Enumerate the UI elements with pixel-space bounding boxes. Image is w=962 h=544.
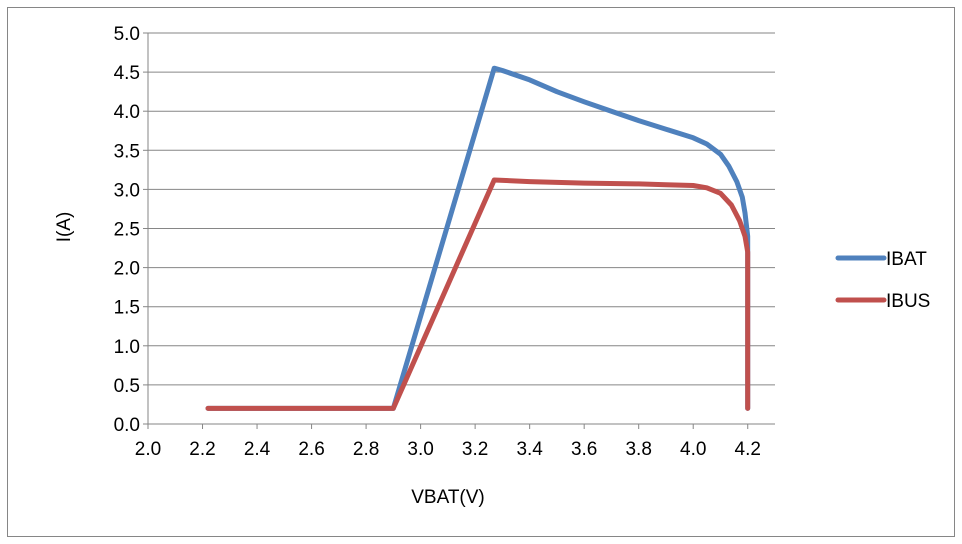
x-tick-label: 3.2	[462, 439, 488, 460]
y-tick-label: 0.5	[114, 376, 140, 397]
y-tick-labels: 0.0 0.5 1.0 1.5 2.0 2.5 3.0 3.5 4.0 4.5 5.0	[114, 24, 140, 436]
y-tick-label: 1.0	[114, 337, 140, 358]
x-tick-label: 4.2	[735, 439, 761, 460]
x-tick-label: 2.0	[135, 439, 161, 460]
x-tick-labels: 2.0 2.2 2.4 2.6 2.8 3.0 3.2 3.4 3.6 3.8 4.0 4.2	[135, 439, 761, 460]
y-tick-label: 4.0	[114, 102, 140, 123]
legend-label-ibat: IBAT	[886, 249, 927, 270]
y-tick-label: 5.0	[114, 24, 140, 45]
legend-label-ibus: IBUS	[886, 291, 930, 312]
x-tick-label: 4.0	[680, 439, 706, 460]
y-tick-label: 2.5	[114, 220, 140, 241]
y-tick-label: 0.0	[114, 415, 140, 436]
y-tick-label: 2.0	[114, 259, 140, 280]
x-tick-label: 3.4	[516, 439, 543, 460]
series-group	[205, 65, 751, 411]
x-tick-label: 3.0	[407, 439, 433, 460]
axes	[143, 32, 775, 429]
x-tick-label: 2.6	[298, 439, 324, 460]
y-tick-label: 3.0	[114, 180, 140, 201]
x-tick-label: 3.8	[625, 439, 651, 460]
y-tick-label: 1.5	[114, 298, 140, 319]
x-axis-title: VBAT(V)	[411, 487, 485, 508]
x-tick-label: 2.2	[189, 439, 215, 460]
legend: IBAT IBUS	[835, 249, 930, 312]
x-tick-label: 2.8	[353, 439, 379, 460]
y-tick-label: 3.5	[114, 141, 140, 162]
y-axis-title: I(A)	[54, 212, 75, 243]
x-tick-label: 2.4	[244, 439, 271, 460]
series-line-ibus	[205, 177, 751, 411]
gridlines	[148, 32, 775, 386]
y-tick-label: 4.5	[114, 63, 140, 84]
series-line-ibat	[205, 65, 751, 411]
x-tick-label: 3.6	[571, 439, 597, 460]
chart-frame	[7, 7, 955, 537]
